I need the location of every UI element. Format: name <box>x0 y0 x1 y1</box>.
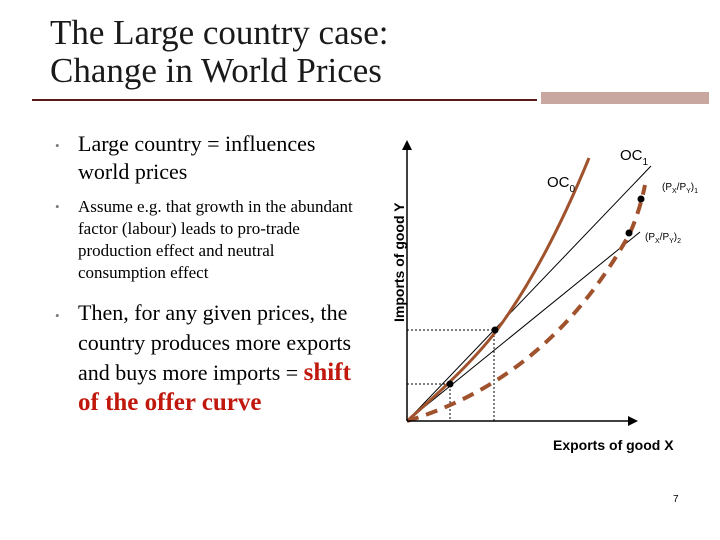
bullet-dot-icon: • <box>55 138 60 153</box>
bullet-assumption: • Assume e.g. that growth in the abundan… <box>55 196 355 284</box>
equilibrium-point-oc1 <box>446 380 454 388</box>
x-axis-label: Exports of good X <box>553 437 674 453</box>
equilibrium-point-p1 <box>637 195 645 203</box>
bullet-shift: • Then, for any given prices, the countr… <box>55 298 355 418</box>
price-label-2: (PX/PY)2 <box>645 232 681 245</box>
bullet-text: Large country = influences world prices <box>78 131 316 184</box>
equilibrium-point-oc0 <box>491 326 499 334</box>
title-line-2: Change in World Prices <box>50 51 382 90</box>
title-line-1: The Large country case: <box>50 13 389 52</box>
price-line-1 <box>406 165 652 422</box>
curve-label-oc0: OC0 <box>547 174 576 195</box>
bullet-dot-icon: • <box>55 308 60 323</box>
offer-curve-oc1 <box>406 184 647 423</box>
title-accent-bar <box>541 92 709 104</box>
reference-lines-oc0 <box>407 329 495 421</box>
bullet-highlight: shift of the offer curve <box>78 359 351 416</box>
y-axis-arrow-icon <box>402 140 412 150</box>
curve-label-oc1: OC1 <box>620 147 649 168</box>
bullet-text: Then, for any given prices, the country … <box>78 300 352 385</box>
bullet-large-country: • Large country = influences world price… <box>55 130 355 186</box>
offer-curve-oc0 <box>406 157 591 423</box>
bullet-list: • Large country = influences world price… <box>55 130 355 418</box>
price-label-1: (PX/PY)1 <box>662 182 698 195</box>
bullet-dot-icon: • <box>55 199 60 214</box>
price-line-2 <box>406 231 641 422</box>
x-axis-arrow-icon <box>628 416 638 426</box>
title-underline <box>32 99 537 101</box>
y-axis-label: Imports of good Y <box>391 202 407 322</box>
slide-title: The Large country case: Change in World … <box>50 14 389 90</box>
bullet-text: Assume e.g. that growth in the abundant … <box>78 197 353 282</box>
page-number: 7 <box>673 494 679 505</box>
equilibrium-point-p2 <box>625 229 633 237</box>
